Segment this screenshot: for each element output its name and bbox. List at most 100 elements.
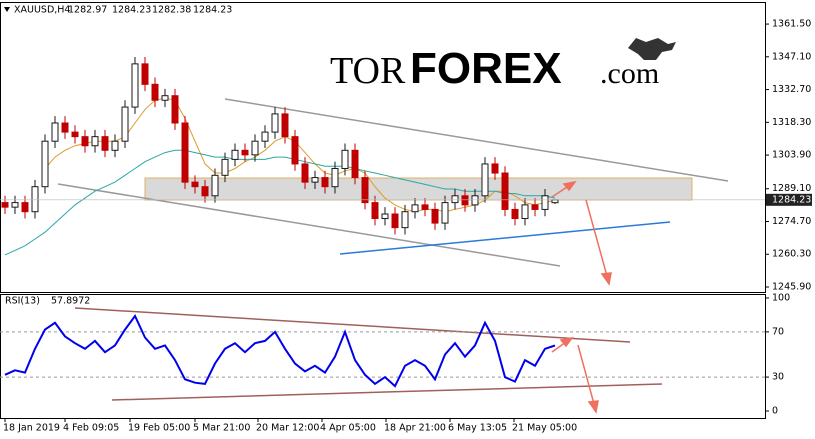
candle-body [141, 63, 149, 85]
y-tick-label: 1245.90 [772, 281, 811, 292]
candle-body [81, 136, 89, 147]
candle-body [191, 181, 199, 188]
candle-body [381, 213, 389, 220]
candle-body [501, 172, 509, 210]
logo-prefix: TOR [330, 50, 406, 92]
candle-body [371, 202, 379, 220]
candle-body [201, 186, 209, 197]
candle-body [511, 208, 519, 220]
candle-body [171, 95, 179, 124]
x-tick-label: 6 May 13:05 [448, 423, 507, 434]
candle-body [31, 186, 39, 213]
y-tick-label: 1274.70 [772, 216, 811, 227]
candle-body [91, 136, 99, 147]
candle-body [111, 140, 119, 151]
candle-body [211, 174, 219, 197]
candle-body [531, 204, 539, 210]
header-close: 1284.23 [193, 5, 232, 16]
y-tick-label: 1347.10 [772, 51, 811, 62]
y-tick-label: 1303.90 [772, 150, 811, 161]
candle-body [281, 113, 289, 138]
candle-body [221, 158, 229, 176]
price-tag [766, 193, 812, 206]
x-tick-label: 20 Mar 12:00 [256, 423, 319, 434]
candle-body [541, 195, 549, 210]
price-tag-label: 1284.23 [772, 194, 811, 205]
candle-body [61, 122, 69, 133]
x-tick-label: 19 Feb 05:00 [128, 423, 190, 434]
candle-body [261, 131, 269, 142]
candle-body [451, 195, 459, 204]
moving-average [44, 97, 556, 213]
candle-body [101, 136, 109, 151]
y-tick-label: 100 [772, 292, 790, 303]
candle-body [271, 113, 279, 133]
candle-body [441, 202, 449, 224]
y-tick-label: 1361.50 [772, 19, 811, 30]
candle-body [431, 208, 439, 224]
x-tick-label: 18 Jan 2019 [3, 423, 60, 434]
candle-body [241, 149, 249, 156]
support-zone [144, 177, 693, 201]
rsi-value: 57.8972 [51, 296, 90, 307]
marks: 1361.50 1347.10 1332.70 1318.30 1303.90 1289.… [0, 19, 812, 434]
rsi-trend-line [111, 383, 663, 401]
candle-body [411, 204, 419, 213]
candle-body [71, 131, 79, 138]
symbol: XAUUSD,H4 [14, 5, 70, 16]
logo: TOR FOREX .com [330, 38, 676, 93]
candle-body [521, 204, 529, 220]
header-low: 1282.38 [152, 5, 191, 16]
candle-body [291, 136, 299, 165]
candle-body [301, 163, 309, 183]
trend-line [339, 221, 671, 255]
x-tick-label: 21 May 05:00 [512, 423, 577, 434]
candle-body [151, 83, 159, 101]
x-tick-label: 18 Apr 21:00 [384, 423, 446, 434]
candle-body [1, 202, 9, 208]
candle-body [481, 163, 489, 197]
candle-body [421, 204, 429, 210]
y-tick-label: 1318.30 [772, 117, 811, 128]
logo-bull [628, 38, 676, 60]
rsi-panel [0, 294, 766, 419]
x-tick-label: 5 Mar 21:00 [193, 423, 250, 434]
y-tick-label: 1289.10 [772, 183, 811, 194]
x-tick-label: 4 Apr 05:00 [320, 423, 376, 434]
forecast-arrows [551, 180, 612, 414]
rsi-trend-line [74, 307, 631, 343]
rsi-title: RSI(13) [5, 296, 40, 307]
candle-body [361, 177, 369, 204]
y-tick-label: 70 [772, 326, 784, 337]
candle-body [41, 140, 49, 188]
candle-body [231, 149, 239, 160]
candle-body [251, 140, 259, 156]
candle-body [311, 177, 319, 183]
logo-brand: FOREX [410, 44, 562, 93]
y-tick-label: 1332.70 [772, 84, 811, 95]
channel-line [224, 98, 729, 182]
candle-body [11, 202, 19, 208]
candle-body [401, 211, 409, 229]
candle-body [21, 202, 29, 213]
main-panel [0, 2, 766, 293]
header-open: 1282.97 [68, 5, 107, 16]
header: XAUUSD,H4 1282.97 1284.23 1282.38 1284.2… [4, 5, 232, 307]
candle-body [161, 95, 169, 101]
rsi-line [4, 314, 556, 388]
header-icon [4, 7, 10, 12]
candle-body [131, 63, 139, 108]
candle-body [321, 177, 329, 188]
y-tick-label: 30 [772, 372, 784, 383]
x-tick-label: 4 Feb 09:05 [63, 423, 119, 434]
moving-average [4, 149, 556, 256]
y-tick-label: 0 [772, 405, 778, 416]
y-tick-label: 1260.30 [772, 249, 811, 260]
header-high: 1284.23 [112, 5, 151, 16]
candle-body [471, 195, 479, 206]
candle-body [491, 163, 499, 174]
candle-body [551, 199, 559, 204]
channel-line [57, 183, 561, 267]
